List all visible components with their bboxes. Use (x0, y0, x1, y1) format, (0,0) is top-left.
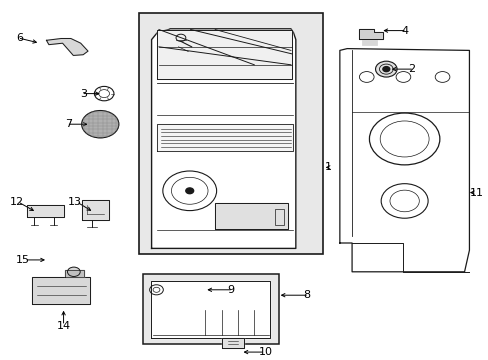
Text: 14: 14 (57, 321, 70, 331)
Circle shape (185, 188, 193, 194)
Bar (275, 209, 284, 225)
Polygon shape (65, 270, 83, 277)
Polygon shape (339, 49, 468, 272)
Text: 7: 7 (65, 119, 72, 129)
Text: 13: 13 (68, 197, 82, 207)
Circle shape (382, 67, 389, 72)
Polygon shape (222, 338, 243, 348)
Circle shape (81, 111, 119, 138)
Text: 15: 15 (16, 255, 30, 265)
Polygon shape (151, 29, 295, 248)
Text: 12: 12 (9, 197, 23, 207)
Text: 3: 3 (80, 89, 87, 99)
Text: 2: 2 (407, 64, 415, 74)
Polygon shape (215, 203, 287, 229)
Circle shape (67, 267, 80, 276)
Text: 11: 11 (468, 188, 483, 198)
Polygon shape (27, 205, 63, 217)
Polygon shape (32, 277, 90, 304)
FancyBboxPatch shape (139, 13, 322, 254)
Text: 9: 9 (227, 285, 234, 295)
Circle shape (375, 61, 396, 77)
Text: 5: 5 (239, 35, 246, 45)
Polygon shape (82, 200, 109, 220)
Text: 6: 6 (17, 33, 23, 43)
Polygon shape (157, 124, 293, 151)
Bar (361, 39, 376, 45)
FancyBboxPatch shape (142, 274, 278, 344)
Text: 1: 1 (325, 162, 331, 172)
Text: 8: 8 (303, 290, 310, 300)
Polygon shape (157, 30, 292, 79)
Polygon shape (150, 281, 270, 338)
Polygon shape (359, 29, 382, 39)
Polygon shape (46, 39, 88, 55)
Text: 4: 4 (400, 26, 407, 36)
Text: 10: 10 (259, 347, 273, 357)
